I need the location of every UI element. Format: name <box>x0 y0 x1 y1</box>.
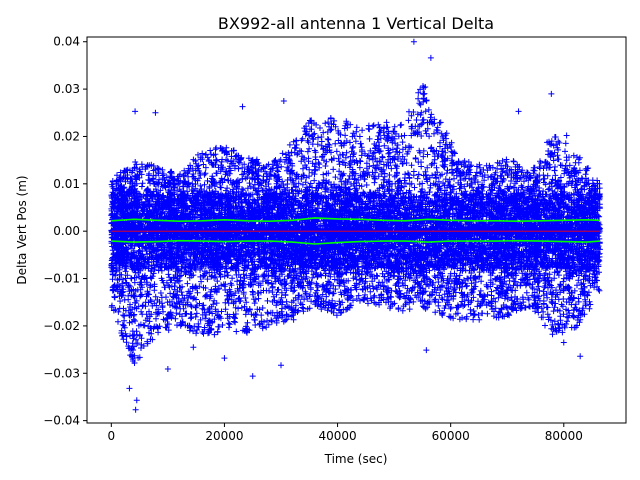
outlier-point <box>423 347 430 354</box>
y-tick-label: 0.03 <box>53 82 80 96</box>
outlier-point <box>515 108 522 115</box>
y-axis-label: Delta Vert Pos (m) <box>15 175 29 284</box>
outlier-point <box>548 90 555 97</box>
outlier-point <box>410 38 417 45</box>
y-tick-label: 0.04 <box>53 35 80 49</box>
y-tick-label: 0.00 <box>53 224 80 238</box>
outlier-point <box>132 108 139 115</box>
outlier-point <box>126 385 133 392</box>
y-tick-label: −0.03 <box>43 366 80 380</box>
outlier-point <box>427 54 434 61</box>
outlier-point <box>221 355 228 362</box>
plot-area <box>87 37 626 423</box>
x-tick-label: 80000 <box>545 429 583 443</box>
chart-title: BX992-all antenna 1 Vertical Delta <box>218 14 494 33</box>
scatter-markers <box>108 83 603 366</box>
bound-line <box>111 239 601 245</box>
outlier-point <box>249 373 256 380</box>
y-tick-label: 0.02 <box>53 129 80 143</box>
outlier-point <box>280 97 287 104</box>
x-axis: 0 20000 40000 60000 80000 <box>107 423 583 443</box>
outlier-point <box>563 132 570 139</box>
y-tick-label: 0.01 <box>53 177 80 191</box>
x-tick-label: 20000 <box>205 429 243 443</box>
plot-frame <box>86 36 627 424</box>
line-layer <box>111 217 601 245</box>
outlier-point <box>133 397 140 404</box>
outlier-point <box>152 109 159 116</box>
outlier-point <box>132 406 139 413</box>
x-axis-label: Time (sec) <box>324 452 388 466</box>
outlier-point <box>164 366 171 373</box>
y-axis: −0.04 −0.03 −0.02 −0.01 0.00 0.01 0.02 0.03 0.04 <box>43 35 87 428</box>
x-tick-label: 40000 <box>318 429 356 443</box>
bound-line <box>111 217 601 223</box>
outlier-point <box>577 353 584 360</box>
scatter-layer <box>108 38 603 413</box>
x-tick-label: 0 <box>107 429 115 443</box>
outlier-point <box>190 344 197 351</box>
y-tick-label: −0.04 <box>43 414 80 428</box>
y-tick-label: −0.01 <box>43 272 80 286</box>
x-tick-label: 60000 <box>432 429 470 443</box>
outlier-point <box>277 362 284 369</box>
outlier-point <box>560 339 567 346</box>
outlier-point <box>239 103 246 110</box>
y-tick-label: −0.02 <box>43 319 80 333</box>
